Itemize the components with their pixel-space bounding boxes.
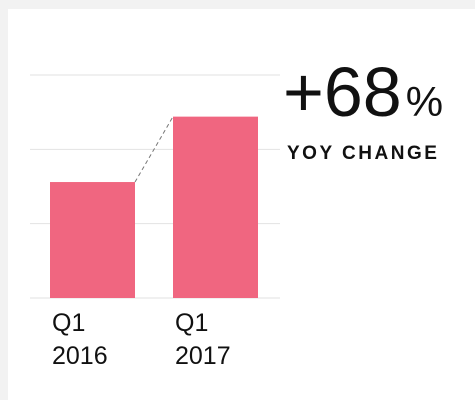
change-value: +68%: [283, 53, 444, 131]
change-label: YOY CHANGE: [287, 143, 440, 164]
connector: [134, 116, 174, 183]
bar: [173, 116, 258, 298]
bar: [50, 182, 135, 298]
x-tick-label: Q1 2016: [52, 309, 108, 370]
x-tick-label: Q1 2017: [175, 309, 231, 370]
